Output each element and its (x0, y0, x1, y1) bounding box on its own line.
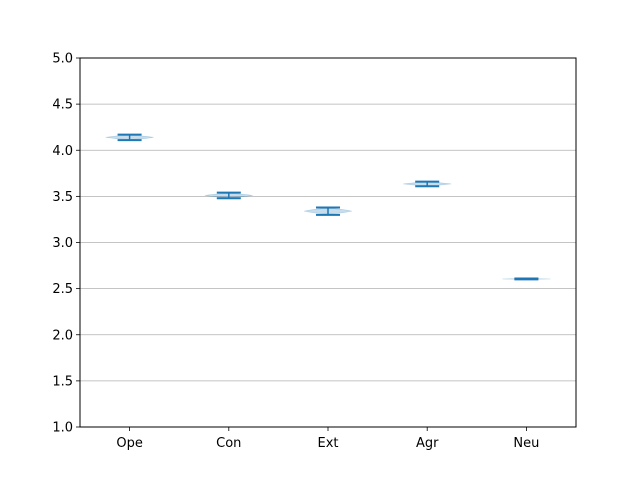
y-tick-label: 5.0 (52, 52, 73, 67)
y-tick-label: 2.5 (52, 282, 73, 297)
y-tick-label: 3.0 (52, 236, 73, 251)
y-tick-label: 2.0 (52, 328, 73, 343)
x-tick-label: Agr (416, 436, 439, 451)
y-tick-label: 1.5 (52, 374, 73, 389)
x-tick-label: Neu (513, 436, 539, 451)
y-tick-label: 3.5 (52, 190, 73, 205)
y-axis: 1.0 1.5 2.0 2.5 3.0 3.5 4.0 4.5 5.0 (52, 52, 80, 436)
violins (105, 133, 551, 281)
y-tick-label: 1.0 (52, 421, 73, 436)
y-tick-label: 4.5 (52, 98, 73, 113)
x-tick-label: Ext (317, 436, 338, 451)
x-axis: Ope Con Ext Agr Neu (116, 427, 539, 451)
x-tick-label: Ope (116, 436, 142, 451)
x-tick-label: Con (216, 436, 241, 451)
grid-lines (80, 57, 576, 428)
y-tick-label: 4.0 (52, 144, 73, 159)
